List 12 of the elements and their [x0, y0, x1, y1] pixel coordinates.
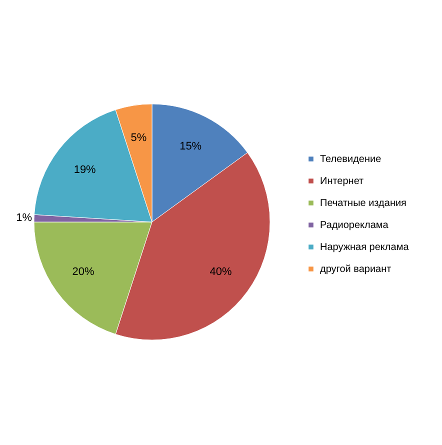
data-label: 20%	[72, 266, 94, 278]
data-label: 19%	[74, 164, 96, 176]
legend-label: Наружная реклама	[320, 242, 410, 253]
data-label: 1%	[16, 212, 32, 224]
legend-label: Интернет	[320, 176, 364, 187]
legend-label: Радиореклама	[320, 220, 389, 231]
legend-label: Телевидение	[320, 154, 382, 165]
data-label: 15%	[180, 140, 202, 152]
data-label: 5%	[130, 132, 147, 144]
data-label: 40%	[210, 266, 232, 278]
legend-label: другой вариант	[320, 264, 392, 275]
legend-label: Печатные издания	[320, 198, 406, 209]
